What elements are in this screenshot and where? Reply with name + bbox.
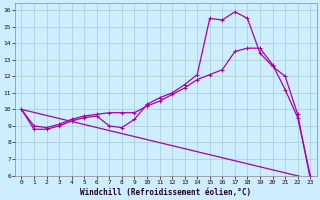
X-axis label: Windchill (Refroidissement éolien,°C): Windchill (Refroidissement éolien,°C) xyxy=(80,188,252,197)
